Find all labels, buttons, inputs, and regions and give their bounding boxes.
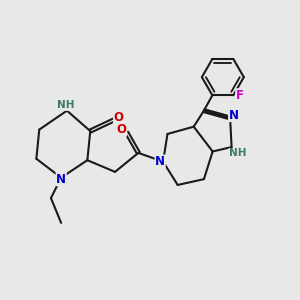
- Text: N: N: [155, 155, 165, 168]
- Text: O: O: [113, 111, 124, 124]
- Text: N: N: [56, 172, 66, 186]
- Text: F: F: [236, 89, 244, 102]
- Text: N: N: [229, 109, 238, 122]
- Text: NH: NH: [229, 148, 247, 158]
- Text: NH: NH: [57, 100, 74, 110]
- Text: O: O: [116, 123, 126, 136]
